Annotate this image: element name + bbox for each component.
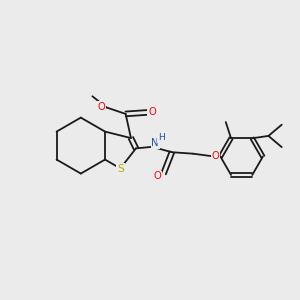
Text: O: O — [212, 151, 219, 161]
Text: O: O — [148, 107, 156, 118]
Text: N: N — [151, 138, 159, 148]
Text: O: O — [97, 102, 105, 112]
Text: S: S — [117, 164, 124, 174]
Text: O: O — [154, 171, 162, 182]
Text: H: H — [158, 133, 165, 142]
